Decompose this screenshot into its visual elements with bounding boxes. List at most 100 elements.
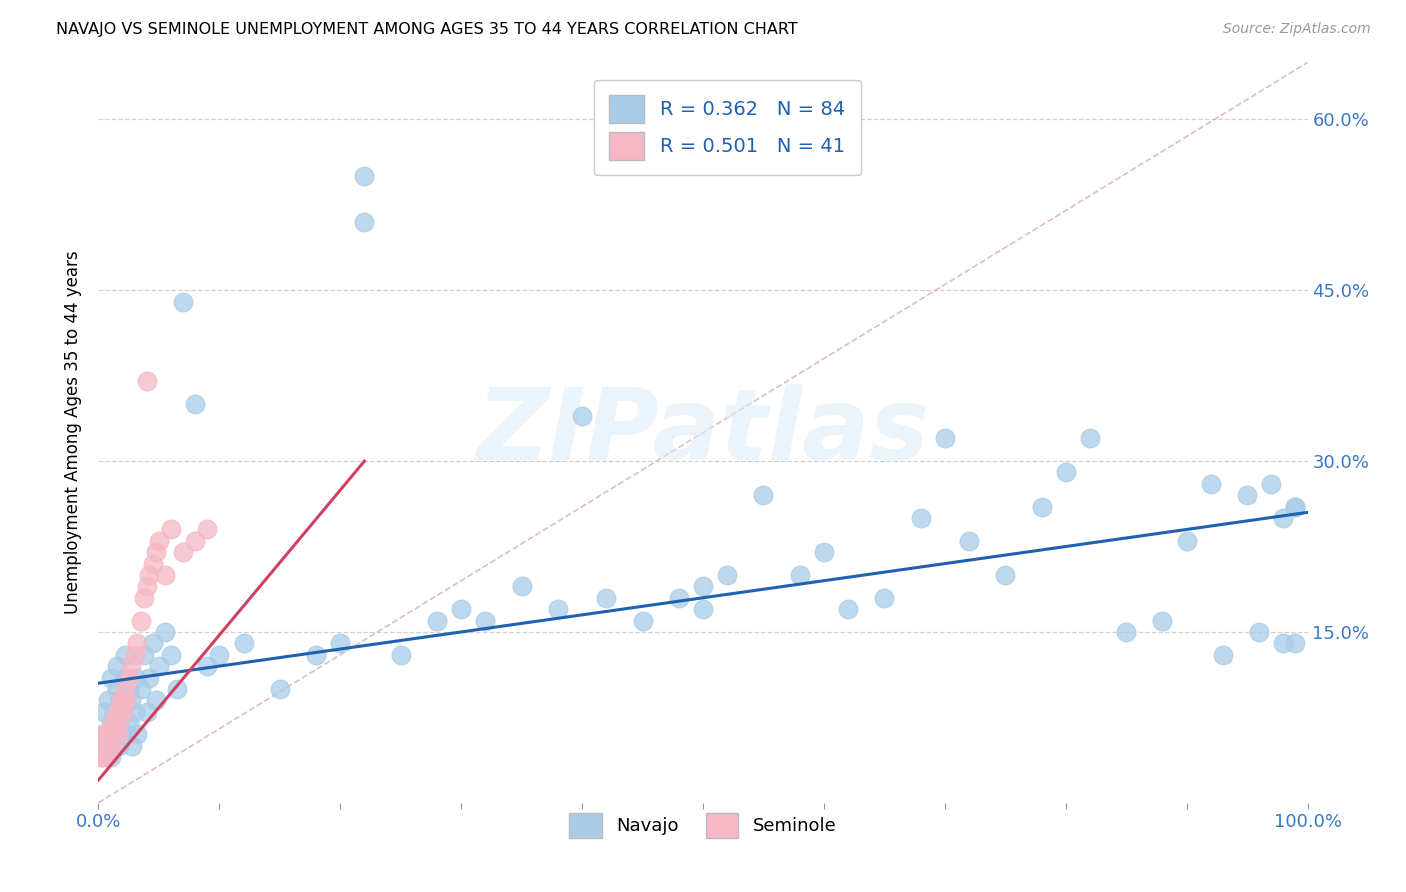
Navajo [353,215,375,229]
Navajo [837,602,859,616]
Seminole [195,523,218,537]
Seminole [114,681,136,696]
Navajo [145,693,167,707]
Navajo [111,705,134,719]
Navajo [873,591,896,605]
Seminole [94,750,117,764]
Navajo [96,739,118,753]
Seminole [96,739,118,753]
Seminole [98,727,121,741]
Seminole [118,671,141,685]
Navajo [93,705,115,719]
Navajo [1284,636,1306,650]
Navajo [105,681,128,696]
Legend: Navajo, Seminole: Navajo, Seminole [562,805,844,846]
Navajo [692,602,714,616]
Navajo [100,750,122,764]
Navajo [1054,466,1077,480]
Seminole [93,739,115,753]
Navajo [910,511,932,525]
Navajo [474,614,496,628]
Navajo [1284,500,1306,514]
Seminole [103,727,125,741]
Seminole [91,739,114,753]
Navajo [184,397,207,411]
Navajo [153,624,176,639]
Navajo [571,409,593,423]
Navajo [813,545,835,559]
Seminole [148,533,170,548]
Navajo [129,681,152,696]
Navajo [107,716,129,731]
Navajo [142,636,165,650]
Navajo [100,671,122,685]
Navajo [97,693,120,707]
Text: Source: ZipAtlas.com: Source: ZipAtlas.com [1223,22,1371,37]
Seminole [142,557,165,571]
Navajo [716,568,738,582]
Navajo [1260,476,1282,491]
Navajo [114,648,136,662]
Navajo [108,739,131,753]
Navajo [692,579,714,593]
Seminole [172,545,194,559]
Navajo [124,705,146,719]
Navajo [148,659,170,673]
Seminole [111,705,134,719]
Seminole [112,693,135,707]
Seminole [135,579,157,593]
Seminole [134,591,156,605]
Navajo [91,727,114,741]
Text: ZIPatlas: ZIPatlas [477,384,929,481]
Seminole [93,727,115,741]
Navajo [125,671,148,685]
Navajo [115,727,138,741]
Seminole [135,375,157,389]
Navajo [100,716,122,731]
Seminole [100,739,122,753]
Navajo [138,671,160,685]
Navajo [1272,636,1295,650]
Navajo [1175,533,1198,548]
Navajo [631,614,654,628]
Seminole [97,739,120,753]
Navajo [994,568,1017,582]
Navajo [752,488,775,502]
Seminole [160,523,183,537]
Navajo [595,591,617,605]
Navajo [112,671,135,685]
Seminole [101,716,124,731]
Navajo [1199,476,1222,491]
Seminole [90,750,112,764]
Navajo [121,739,143,753]
Navajo [450,602,472,616]
Navajo [1284,500,1306,514]
Navajo [510,579,533,593]
Navajo [547,602,569,616]
Seminole [138,568,160,582]
Seminole [108,705,131,719]
Navajo [134,648,156,662]
Navajo [1078,431,1101,445]
Navajo [118,716,141,731]
Navajo [110,727,132,741]
Navajo [426,614,449,628]
Navajo [1249,624,1271,639]
Navajo [1115,624,1137,639]
Seminole [100,727,122,741]
Seminole [108,716,131,731]
Seminole [184,533,207,548]
Navajo [668,591,690,605]
Seminole [115,693,138,707]
Navajo [105,659,128,673]
Navajo [166,681,188,696]
Navajo [1152,614,1174,628]
Navajo [108,693,131,707]
Seminole [105,705,128,719]
Navajo [127,727,149,741]
Navajo [103,705,125,719]
Navajo [232,636,254,650]
Navajo [1236,488,1258,502]
Navajo [389,648,412,662]
Seminole [110,693,132,707]
